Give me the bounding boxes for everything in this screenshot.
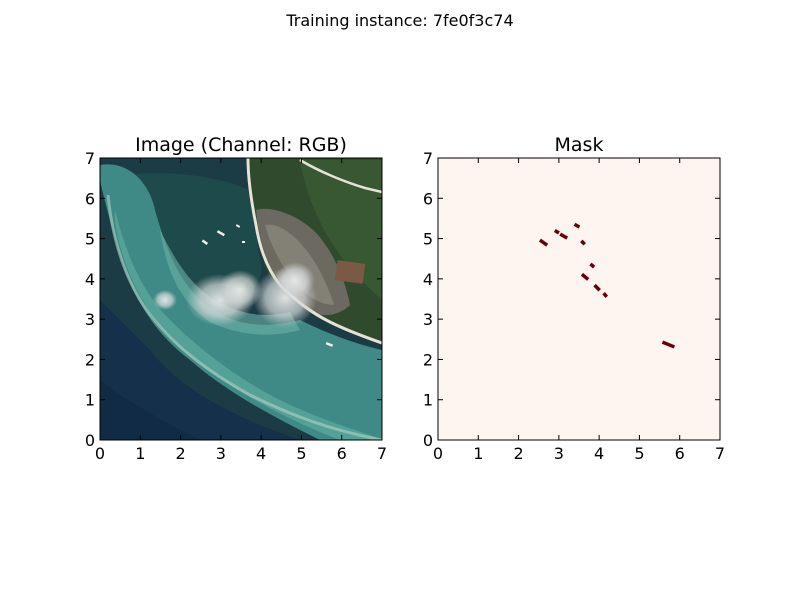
image-y-tick-label: 3 [85,310,95,329]
mask-y-tick-label: 5 [423,230,433,249]
mask-background [438,158,720,440]
image-axes: Image (Channel: RGB) [85,134,387,463]
image-y-tick-label: 1 [85,391,95,410]
image-axes-title: Image (Channel: RGB) [135,134,347,156]
mask-y-tick-label: 0 [423,431,433,450]
image-y-tick-label: 0 [85,431,95,450]
satellite-image [100,158,382,440]
mask-x-tick-label: 7 [715,444,725,463]
image-x-tick-label: 7 [377,444,387,463]
image-y-tick-label: 7 [85,149,95,168]
image-x-tick-label: 4 [256,444,266,463]
mask-y-tick-label: 3 [423,310,433,329]
image-y-tick-label: 4 [85,270,95,289]
mask-y-tick-label: 4 [423,270,433,289]
mask-axes-title: Mask [555,134,604,156]
image-x-tick-label: 0 [95,444,105,463]
image-x-tick-label: 5 [296,444,306,463]
image-x-tick-label: 1 [135,444,145,463]
mask-axes: Mask 0 1 2 3 4 5 6 7 0 1 2 3 4 5 6 7 [423,134,725,463]
image-y-tick-label: 6 [85,189,95,208]
image-x-tick-label: 2 [175,444,185,463]
mask-x-tick-label: 1 [473,444,483,463]
mask-x-tick-label: 5 [634,444,644,463]
mask-y-tick-label: 1 [423,391,433,410]
mask-x-tick-label: 0 [433,444,443,463]
mask-x-tick-label: 6 [675,444,685,463]
mask-y-tick-label: 6 [423,189,433,208]
mask-x-tick-label: 2 [513,444,523,463]
image-x-tick-label: 6 [337,444,347,463]
image-y-tick-label: 5 [85,230,95,249]
mask-y-tick-label: 7 [423,149,433,168]
mask-y-tick-label: 2 [423,350,433,369]
mask-x-tick-label: 4 [594,444,604,463]
mask-x-tick-label: 3 [554,444,564,463]
image-x-tick-label: 3 [216,444,226,463]
figure-suptitle: Training instance: 7fe0f3c74 [285,11,513,30]
image-y-tick-label: 2 [85,350,95,369]
